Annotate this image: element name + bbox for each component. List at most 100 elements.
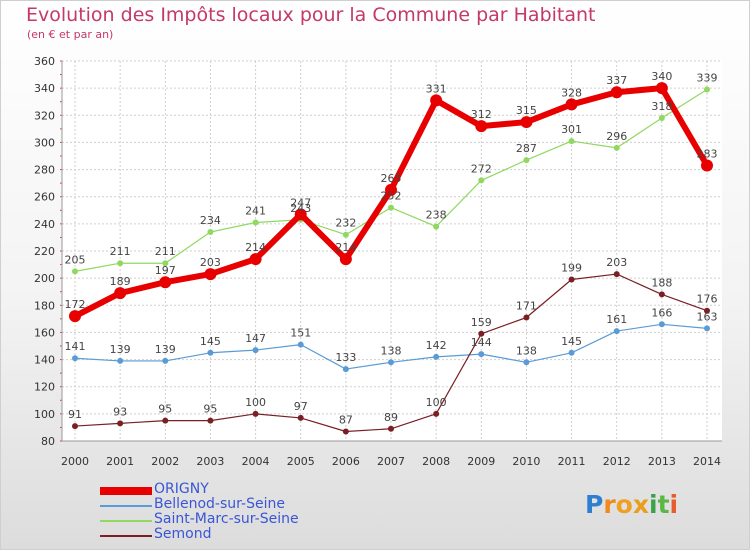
data-label-origny: 247 xyxy=(290,196,311,209)
data-point-bellenod-sur-seine xyxy=(388,359,394,366)
data-label-semond: 95 xyxy=(203,403,217,416)
x-tick-label: 2001 xyxy=(106,455,134,468)
data-point-semond xyxy=(162,417,169,424)
data-point-semond xyxy=(117,420,124,427)
data-label-saint-marc-sur-seine: 238 xyxy=(426,209,447,222)
data-point-semond xyxy=(72,423,78,430)
data-point-origny xyxy=(610,86,623,99)
data-point-semond xyxy=(658,291,665,298)
data-label-bellenod-sur-seine: 133 xyxy=(335,351,356,364)
x-tick-label: 2007 xyxy=(377,455,405,468)
proxiti-logo: Proxiti xyxy=(585,490,678,519)
y-tick-label: 240 xyxy=(34,218,55,231)
x-tick-label: 2010 xyxy=(512,455,540,468)
data-point-bellenod-sur-seine xyxy=(478,351,485,358)
data-point-bellenod-sur-seine xyxy=(72,355,78,362)
data-point-bellenod-sur-seine xyxy=(342,366,349,373)
data-label-bellenod-sur-seine: 142 xyxy=(426,339,447,352)
data-label-saint-marc-sur-seine: 243 xyxy=(290,202,311,215)
x-tick-label: 2012 xyxy=(603,455,631,468)
data-point-origny xyxy=(430,94,443,107)
data-point-saint-marc-sur-seine xyxy=(252,219,259,226)
x-tick-label: 2014 xyxy=(693,455,721,468)
data-label-saint-marc-sur-seine: 205 xyxy=(65,253,86,266)
data-label-semond: 203 xyxy=(606,256,627,269)
legend-label: Semond xyxy=(154,526,212,542)
y-tick-label: 200 xyxy=(34,272,55,285)
data-label-saint-marc-sur-seine: 211 xyxy=(155,245,176,258)
data-point-origny xyxy=(204,268,217,281)
legend-swatch xyxy=(100,505,152,507)
legend-label: Bellenod-sur-Seine xyxy=(154,496,285,512)
data-point-saint-marc-sur-seine xyxy=(72,268,78,275)
data-label-origny: 328 xyxy=(561,86,582,99)
data-label-semond: 100 xyxy=(245,396,266,409)
chart-subtitle: (en € et par an) xyxy=(27,28,114,41)
y-tick-label: 300 xyxy=(34,136,55,149)
data-point-semond xyxy=(388,425,394,432)
data-label-bellenod-sur-seine: 144 xyxy=(471,336,492,349)
data-label-origny: 283 xyxy=(697,148,718,161)
x-tick-label: 2000 xyxy=(61,455,89,468)
x-tick-label: 2003 xyxy=(196,455,224,468)
data-label-saint-marc-sur-seine: 339 xyxy=(697,72,718,85)
logo-letter: x xyxy=(632,490,649,519)
y-tick-label: 340 xyxy=(34,82,55,95)
y-tick-label: 100 xyxy=(34,408,55,421)
data-label-semond: 171 xyxy=(516,300,537,313)
data-point-semond xyxy=(478,330,485,337)
data-label-bellenod-sur-seine: 141 xyxy=(65,340,86,353)
data-point-semond xyxy=(523,314,530,321)
y-tick-label: 360 xyxy=(34,55,55,68)
data-label-semond: 91 xyxy=(68,408,82,421)
x-tick-label: 2002 xyxy=(151,455,179,468)
data-point-saint-marc-sur-seine xyxy=(207,229,214,235)
x-tick-label: 2009 xyxy=(467,455,495,468)
data-label-semond: 199 xyxy=(561,262,582,275)
logo-letter: P xyxy=(585,490,604,519)
data-point-origny xyxy=(249,253,262,266)
data-point-saint-marc-sur-seine xyxy=(613,144,620,151)
data-point-saint-marc-sur-seine xyxy=(433,223,440,230)
data-point-bellenod-sur-seine xyxy=(568,349,575,356)
data-point-semond xyxy=(252,410,259,417)
legend-swatch xyxy=(100,487,152,495)
data-point-bellenod-sur-seine xyxy=(433,353,440,360)
data-point-origny xyxy=(701,159,713,172)
data-label-saint-marc-sur-seine: 234 xyxy=(200,214,221,227)
data-point-origny xyxy=(69,310,81,323)
data-label-origny: 189 xyxy=(110,275,131,288)
data-label-semond: 176 xyxy=(697,293,718,306)
data-point-saint-marc-sur-seine xyxy=(478,177,485,184)
data-point-bellenod-sur-seine xyxy=(162,357,169,364)
data-label-origny: 214 xyxy=(245,241,266,254)
data-label-saint-marc-sur-seine: 272 xyxy=(471,162,492,175)
x-tick-label: 2004 xyxy=(242,455,270,468)
y-tick-label: 220 xyxy=(34,245,55,258)
logo-letter: t xyxy=(657,490,670,519)
data-label-origny: 315 xyxy=(516,104,537,117)
data-point-semond xyxy=(704,307,710,314)
data-label-saint-marc-sur-seine: 301 xyxy=(561,123,582,136)
data-point-saint-marc-sur-seine xyxy=(658,115,665,121)
data-point-origny xyxy=(114,287,127,300)
x-tick-label: 2013 xyxy=(648,455,676,468)
data-point-semond xyxy=(207,417,214,424)
y-tick-label: 280 xyxy=(34,164,55,177)
data-point-bellenod-sur-seine xyxy=(207,349,214,356)
data-point-bellenod-sur-seine xyxy=(297,341,304,348)
data-label-origny: 197 xyxy=(155,264,176,277)
data-label-origny: 312 xyxy=(471,108,492,121)
y-tick-label: 180 xyxy=(34,299,55,312)
logo-letter: i xyxy=(669,490,679,519)
chart-title: Evolution des Impôts locaux pour la Comm… xyxy=(26,4,596,26)
data-label-bellenod-sur-seine: 145 xyxy=(561,335,582,348)
data-label-semond: 159 xyxy=(471,316,492,329)
data-label-semond: 188 xyxy=(651,276,672,289)
data-label-origny: 337 xyxy=(606,74,627,87)
data-label-saint-marc-sur-seine: 211 xyxy=(110,245,131,258)
data-point-semond xyxy=(433,410,440,417)
data-label-bellenod-sur-seine: 139 xyxy=(110,343,131,356)
data-label-origny: 203 xyxy=(200,256,221,269)
